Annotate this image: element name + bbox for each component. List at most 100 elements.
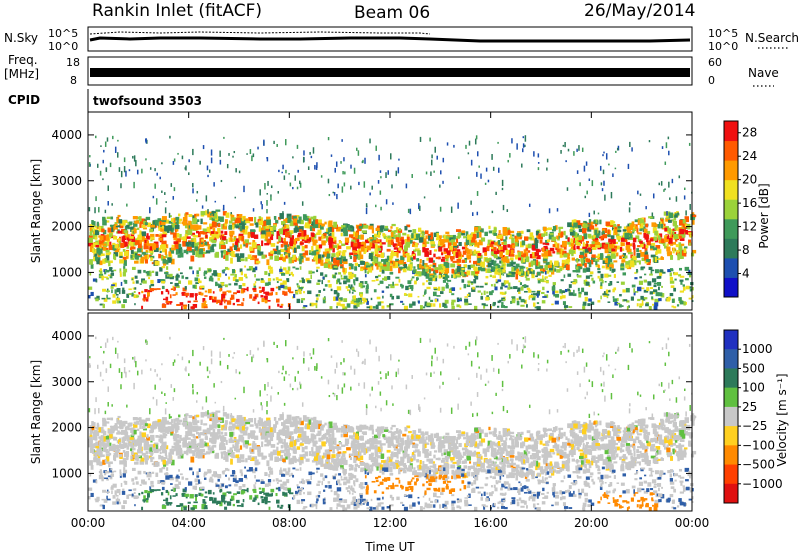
power-cell: [315, 219, 318, 224]
power-cell: [264, 243, 269, 245]
power-cell: [617, 303, 620, 305]
power-cell: [182, 156, 184, 160]
power-cell: [495, 192, 497, 195]
power-cell: [487, 268, 491, 272]
power-cell: [639, 303, 643, 306]
power-cell: [609, 244, 614, 248]
power-cell: [649, 267, 653, 270]
power-cell: [196, 231, 199, 233]
power-cell: [602, 188, 604, 191]
power-cell: [199, 161, 201, 165]
power-cell: [170, 282, 173, 284]
power-cell: [429, 138, 431, 142]
power-cell: [142, 280, 146, 283]
power-cell: [691, 253, 694, 257]
power-cell: [477, 191, 479, 196]
power-cell: [661, 286, 663, 288]
power-cell: [597, 268, 600, 270]
power-cell: [100, 268, 102, 271]
power-cell: [239, 285, 242, 289]
velocity-cell: [147, 434, 149, 438]
power-cell: [520, 305, 524, 307]
power-cell: [548, 275, 551, 277]
power-cell: [439, 266, 442, 269]
power-cell: [153, 243, 155, 247]
power-cell: [459, 305, 461, 308]
power-cell: [228, 226, 232, 229]
power-cell: [309, 218, 311, 223]
power-cell: [433, 254, 435, 258]
power-cell: [494, 284, 496, 287]
power-cell: [119, 167, 121, 172]
power-cell: [412, 276, 415, 278]
power-cell: [479, 232, 481, 238]
power-cell: [313, 216, 316, 220]
power-cell: [635, 291, 638, 293]
power-cell: [95, 253, 98, 255]
power-cell: [107, 201, 109, 206]
velocity-cell: [645, 425, 648, 429]
power-cell: [532, 245, 536, 250]
power-cell: [578, 145, 580, 151]
power-cell: [654, 283, 658, 285]
power-cell: [453, 242, 457, 246]
power-cell: [552, 229, 555, 231]
power-cell: [322, 255, 325, 258]
power-cell: [461, 272, 464, 275]
power-cell: [683, 301, 685, 305]
power-cell: [425, 230, 429, 234]
power-cell: [542, 275, 544, 279]
power-cell: [341, 139, 343, 142]
power-cell: [545, 271, 547, 275]
power-cell: [418, 301, 420, 304]
power-cell: [305, 245, 308, 248]
power-cell: [494, 242, 498, 245]
power-cell: [661, 224, 663, 228]
power-cell: [249, 246, 251, 251]
power-cell: [416, 258, 419, 261]
power-cell: [467, 235, 472, 240]
power-cell: [531, 274, 534, 278]
velocity-cell: [636, 449, 639, 453]
power-cell: [537, 302, 539, 304]
velocity-cell: [281, 445, 284, 448]
power-cell: [425, 248, 429, 250]
power-cell: [579, 255, 583, 258]
power-cell: [342, 171, 344, 174]
velocity-cell: [184, 416, 187, 422]
power-cell: [100, 304, 103, 306]
power-cell: [100, 145, 102, 147]
power-cell: [683, 284, 685, 286]
power-cell: [294, 248, 296, 253]
power-cell: [259, 216, 262, 219]
power-cell: [622, 255, 624, 257]
power-cell: [308, 166, 310, 170]
power-cell: [275, 220, 278, 224]
power-cell: [243, 290, 245, 293]
power-cell: [411, 287, 413, 290]
power-cell: [250, 223, 254, 226]
velocity-cell: [510, 432, 514, 434]
power-cell: [301, 300, 303, 303]
power-colorbar-label: Power [dB]: [757, 183, 771, 248]
power-cell: [113, 254, 115, 259]
power-cell: [99, 260, 102, 265]
power-cell: [346, 246, 351, 249]
velocity-cell: [256, 423, 259, 428]
power-cell: [439, 275, 442, 279]
power-cell: [133, 216, 138, 219]
power-cell: [119, 259, 124, 263]
power-cell: [439, 303, 441, 307]
power-cell: [624, 255, 627, 258]
power-cell: [552, 237, 557, 242]
power-cell: [107, 217, 111, 219]
y-tick-label: 1000: [51, 265, 82, 279]
power-cell: [115, 289, 117, 293]
power-cell: [185, 167, 187, 169]
power-cell: [263, 292, 267, 294]
power-cell: [488, 262, 492, 267]
power-cell: [141, 261, 144, 264]
power-cell: [598, 213, 600, 215]
power-cell: [113, 270, 116, 272]
power-cell: [504, 241, 507, 245]
